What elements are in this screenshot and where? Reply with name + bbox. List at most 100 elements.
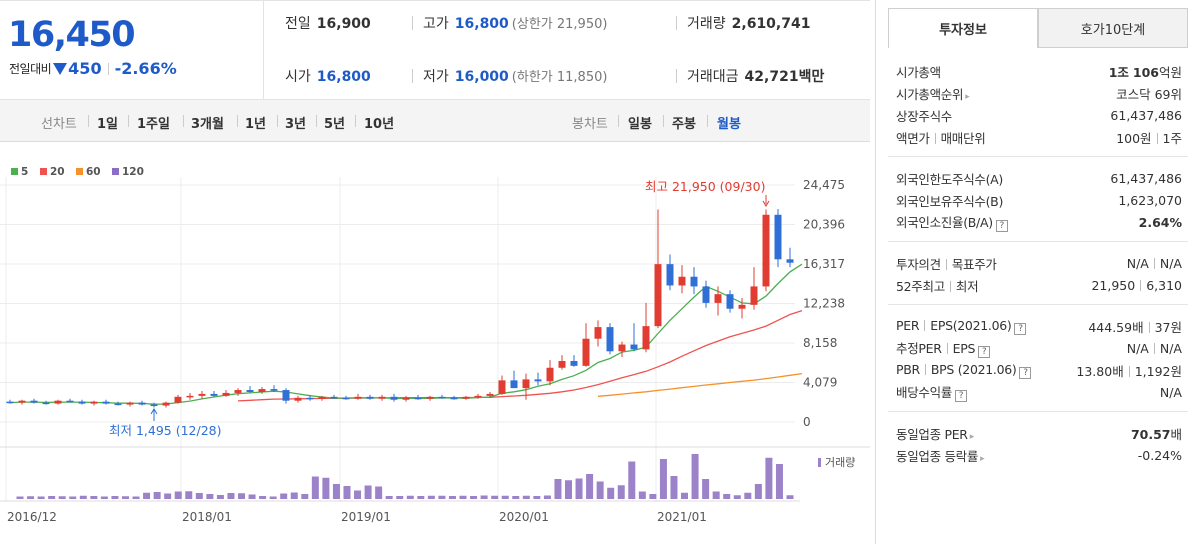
volume-bar [164,493,172,499]
ma-legend-swatch [40,168,47,175]
volume-bar [575,478,583,499]
market-cap-eok: 106 [1132,64,1159,80]
price-chart[interactable]: 5 20 60 120 24,475 20,396 16,317 12,238 8,158 4,… [0,142,870,544]
x-tick-label: 2019/01 [341,510,391,524]
period-1d[interactable]: 1일 [97,117,119,132]
sector-per-label: 동일업종 PER [896,426,968,442]
high-arrow-head [762,200,770,207]
panel-divider [875,0,876,544]
est-eps: N/A [1159,340,1182,356]
candle-body [606,327,614,352]
info-group-opinion: 투자의견 목표주가 N/A N/A 52주최고 최저 21,950 6,310 [888,242,1188,305]
candle-body [342,397,350,400]
x-tick-label: 2020/01 [499,510,549,524]
divider [183,115,184,127]
help-icon[interactable]: ? [978,346,991,358]
info-group-sector: 동일업종 PER ▸ 70.57배 동일업종 등락률 ▸ -0.24% [888,412,1188,474]
divider [676,69,677,83]
low-arrow-head [150,408,158,415]
period-1w[interactable]: 1주일 [137,117,170,132]
chart-period-bar: 선차트 1일 1주일 3개월 1년 3년 5년 10년 봉차트 일봉 주봉 월봉 [0,100,870,142]
candle-body [738,304,746,309]
candle-body [774,214,782,260]
candle-monthly[interactable]: 월봉 [717,117,741,132]
candle-body [90,401,98,404]
volume-bar [754,484,762,499]
est-per-row: 추정PER EPS? N/A N/A [896,337,1182,359]
est-per-label: 추정PER [896,341,942,356]
volume-bars [16,454,821,499]
volume-bar [100,496,108,499]
candle-body [618,344,626,352]
candle-body [114,403,122,406]
ma-legend-swatch [76,168,83,175]
candle-daily[interactable]: 일봉 [628,117,652,132]
candle-body [126,402,134,405]
change-percent: -2.66% [114,59,177,78]
foreign-ratio-label: 외국인소진율(B/A) [896,215,993,230]
help-icon[interactable]: ? [995,220,1008,232]
info-group-market: 시가총액 1조 106억원 시가총액순위 ▸ 코스닥 69위 상장주식수 61,4… [888,48,1188,157]
x-tick-label: 2021/01 [657,510,707,524]
volume-bar [238,493,246,499]
period-3m[interactable]: 3개월 [191,117,224,132]
sector-per-wrap: 70.57배 [1131,424,1182,443]
volume-value: 2,610,741 [731,16,811,32]
x-tick-label: 2018/01 [182,510,232,524]
period-3y[interactable]: 3년 [285,117,307,132]
ma-legend-swatch [112,168,119,175]
divider [618,115,619,127]
candle-body [546,367,554,382]
volume-bar [702,479,710,499]
x-tick-label: 2016/12 [7,510,57,524]
foreign-limit-row: 외국인한도주식수(A) 61,437,486 [896,167,1182,189]
y-tick-label: 4,079 [803,376,837,390]
candle-body [318,396,326,399]
tab-order-book[interactable]: 호가10단계 [1038,8,1188,48]
divider [1148,321,1150,333]
foreign-ratio-wrap: 2.64% [1139,215,1182,230]
candle-body [594,327,602,339]
divider [107,62,109,75]
divider [412,69,413,83]
candle-body [390,396,398,400]
period-5y[interactable]: 5년 [324,117,346,132]
volume-bar [406,495,414,499]
face-value: 100원 [1116,130,1152,146]
market-cap-row: 시가총액 1조 106억원 [896,60,1182,82]
info-group-foreign: 외국인한도주식수(A) 61,437,486 외국인보유주식수(B) 1,623… [888,157,1188,242]
candle-weekly[interactable]: 주봉 [672,117,696,132]
tab-invest-info[interactable]: 투자정보 [888,8,1038,48]
face-value-row: 액면가 매매단위 100원 1주 [896,126,1182,148]
volume-bar [491,495,499,499]
low-label: 저가 [423,69,449,85]
volume-bar [364,485,372,499]
help-icon[interactable]: ? [955,390,968,402]
candle-body [642,326,650,350]
high-annotation: 최고 21,950 (09/30) [645,179,765,194]
divider [1128,365,1130,377]
y-tick-label: 0 [803,415,811,429]
period-1y[interactable]: 1년 [245,117,267,132]
sector-change-row[interactable]: 동일업종 등락률 ▸ -0.24% [896,444,1182,466]
candle-body [162,402,170,406]
divider [1153,257,1155,269]
help-icon[interactable]: ? [1014,322,1027,335]
sector-per-row[interactable]: 동일업종 PER ▸ 70.57배 [896,422,1182,444]
help-icon[interactable]: ? [1019,366,1032,379]
volume-label: 거래량 [687,16,726,32]
divider [946,343,948,354]
dividend-label: 배당수익률 [896,385,953,400]
candle-body [498,380,506,394]
candle-body [630,344,638,350]
foreign-ratio-label-wrap: 외국인소진율(B/A)? [896,212,1008,232]
foreign-hold-row: 외국인보유주식수(B) 1,623,070 [896,189,1182,211]
volume-bar [311,476,319,499]
volume-bar [48,496,56,499]
volume-bar [385,496,393,499]
info-tabs: 투자정보 호가10단계 [888,8,1188,48]
market-cap-rank-row[interactable]: 시가총액순위 ▸ 코스닥 69위 [896,82,1182,104]
market-cap-unit: 억원 [1158,64,1182,80]
period-10y[interactable]: 10년 [364,117,395,132]
foreign-hold: 1,623,070 [1118,192,1182,208]
